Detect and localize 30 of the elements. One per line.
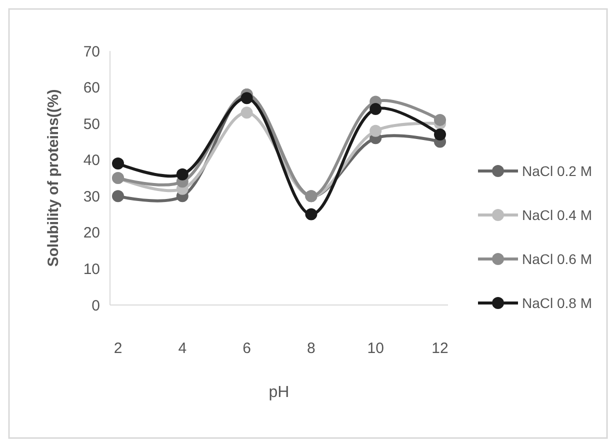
point (434, 114, 446, 126)
x-tick-label: 2 (114, 340, 122, 357)
x-tick-label: 6 (242, 340, 251, 357)
point (112, 157, 124, 170)
y-tick-label: 60 (83, 80, 100, 97)
legend-label: NaCl 0.8 M (522, 294, 592, 311)
point (370, 103, 382, 116)
point (240, 106, 253, 119)
legend-label: NaCl 0.6 M (522, 250, 592, 267)
point (240, 92, 253, 104)
y-tick-label: 10 (83, 260, 100, 278)
legend-label: NaCl 0.4 M (522, 206, 592, 223)
x-tick-label: 8 (307, 340, 316, 357)
y-tick-label: 20 (83, 224, 100, 242)
x-tick-label: 10 (367, 340, 384, 357)
x-tick-label: 12 (432, 340, 448, 357)
point (112, 190, 124, 202)
y-axis-title: Solubility of proteins((%) (45, 89, 62, 267)
point (176, 168, 188, 180)
y-tick-label: 40 (83, 152, 100, 170)
x-tick-label: 4 (178, 340, 187, 357)
y-tick-label: 70 (83, 43, 100, 60)
legend-label: NaCl 0.2 M (522, 162, 592, 179)
y-tick-label: 50 (83, 116, 100, 133)
x-axis-title: pH (268, 384, 290, 401)
y-tick-label: 30 (83, 188, 100, 206)
point (434, 128, 446, 140)
y-tick-label: 0 (92, 297, 100, 314)
point (305, 208, 318, 220)
point (370, 124, 382, 137)
